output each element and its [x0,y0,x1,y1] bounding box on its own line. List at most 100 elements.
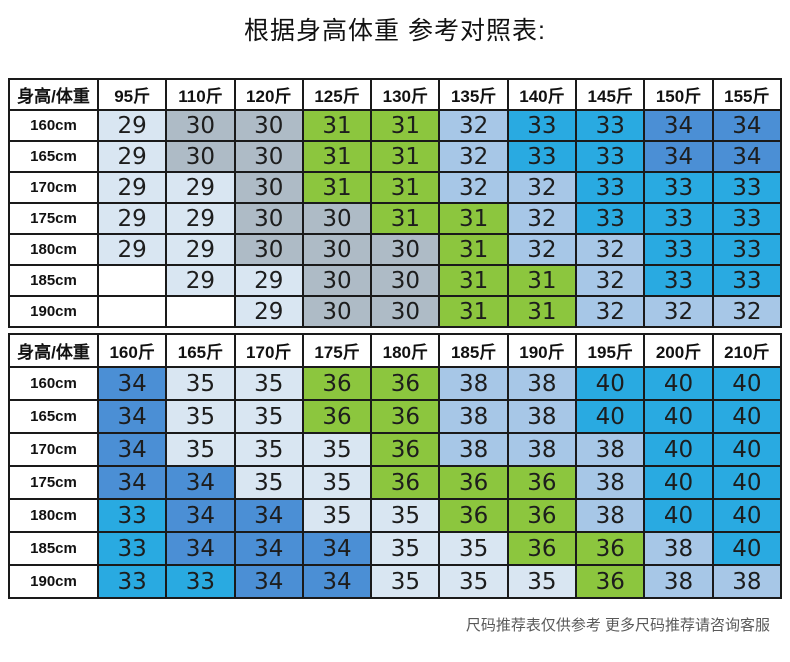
size-cell: 31 [438,264,509,297]
size-cell-empty [96,295,168,328]
row-label: 175cm [8,202,99,235]
size-cell: 35 [370,564,441,599]
size-cell: 35 [301,498,373,533]
size-cell: 36 [370,399,441,434]
size-cell: 38 [575,498,646,533]
size-cell: 32 [438,109,509,142]
size-cell: 36 [575,564,646,599]
size-cell: 30 [233,202,304,235]
size-cell: 29 [96,109,168,142]
size-cell: 31 [506,295,578,328]
size-cell: 36 [370,465,441,500]
size-cell: 30 [233,140,304,173]
size-cell: 30 [370,295,441,328]
size-cell: 32 [575,233,646,266]
size-cell: 34 [96,399,168,434]
size-cell: 33 [643,264,714,297]
row-label: 190cm [8,295,99,328]
size-table-1: 身高/体重 95斤 110斤 120斤 125斤 130斤 135斤 140斤 145斤 150斤… [8,78,783,328]
column-header: 210斤 [711,333,783,368]
column-header: 170斤 [233,333,304,368]
column-header: 175斤 [301,333,373,368]
size-cell: 33 [643,171,714,204]
size-cell: 36 [506,498,578,533]
header-row: 身高/体重 160斤 165斤 170斤 175斤 180斤 185斤 190斤 195斤 200… [8,333,783,368]
size-cell: 30 [301,295,373,328]
size-cell: 33 [96,564,168,599]
size-cell: 30 [233,171,304,204]
size-cell: 38 [506,399,578,434]
table-row: 185cm 29 29 30 30 31 31 32 33 33 [8,264,783,297]
row-label: 190cm [8,564,99,599]
size-cell: 35 [301,432,373,467]
size-cell: 34 [301,564,373,599]
table-row: 190cm 33 33 34 34 35 35 35 36 38 38 [8,564,783,599]
size-cell: 30 [233,109,304,142]
tables-container: 身高/体重 95斤 110斤 120斤 125斤 130斤 135斤 140斤 145斤 150斤… [8,78,783,599]
size-cell: 38 [506,366,578,401]
corner-header: 身高/体重 [8,333,99,368]
size-cell: 33 [96,498,168,533]
size-cell: 40 [711,498,783,533]
size-cell: 31 [301,109,373,142]
size-cell: 34 [96,465,168,500]
size-cell: 30 [165,140,236,173]
size-cell: 36 [506,465,578,500]
size-cell: 32 [575,264,646,297]
size-cell: 29 [96,140,168,173]
column-header: 110斤 [165,78,236,111]
size-cell: 35 [165,399,236,434]
table-row: 175cm 34 34 35 35 36 36 36 38 40 40 [8,465,783,500]
size-cell: 29 [233,264,304,297]
corner-header: 身高/体重 [8,78,99,111]
size-cell: 36 [301,399,373,434]
header-row: 身高/体重 95斤 110斤 120斤 125斤 130斤 135斤 140斤 145斤 150斤… [8,78,783,111]
size-cell: 30 [370,233,441,266]
size-cell: 31 [370,171,441,204]
row-label: 185cm [8,531,99,566]
size-cell: 34 [711,140,783,173]
size-cell: 40 [643,465,714,500]
size-cell: 33 [711,171,783,204]
column-header: 150斤 [643,78,714,111]
row-label: 185cm [8,264,99,297]
row-label: 180cm [8,233,99,266]
column-header: 95斤 [96,78,168,111]
size-cell: 38 [643,531,714,566]
column-header: 120斤 [233,78,304,111]
size-cell: 34 [96,366,168,401]
size-cell: 38 [506,432,578,467]
size-cell: 40 [643,399,714,434]
size-cell: 33 [575,202,646,235]
row-label: 160cm [8,366,99,401]
size-cell: 33 [575,140,646,173]
size-cell: 33 [506,109,578,142]
size-cell-empty [96,264,168,297]
size-cell: 33 [575,171,646,204]
size-cell: 29 [165,264,236,297]
table-row: 160cm 34 35 35 36 36 38 38 40 40 40 [8,366,783,401]
table-row: 180cm 33 34 34 35 35 36 36 38 40 40 [8,498,783,533]
column-header: 140斤 [506,78,578,111]
size-cell: 32 [506,171,578,204]
table-row: 185cm 33 34 34 34 35 35 36 36 38 40 [8,531,783,566]
size-cell: 32 [438,171,509,204]
size-cell: 33 [643,202,714,235]
size-cell: 35 [370,498,441,533]
size-cell: 30 [301,202,373,235]
column-header: 195斤 [575,333,646,368]
size-cell: 30 [370,264,441,297]
size-cell: 36 [370,432,441,467]
row-label: 160cm [8,109,99,142]
column-header: 200斤 [643,333,714,368]
size-cell: 35 [438,564,509,599]
size-cell: 35 [506,564,578,599]
size-cell: 38 [575,465,646,500]
size-cell: 31 [438,295,509,328]
size-cell: 34 [233,531,304,566]
size-cell: 33 [711,202,783,235]
size-cell: 29 [233,295,304,328]
size-cell: 38 [711,564,783,599]
size-cell: 29 [96,202,168,235]
